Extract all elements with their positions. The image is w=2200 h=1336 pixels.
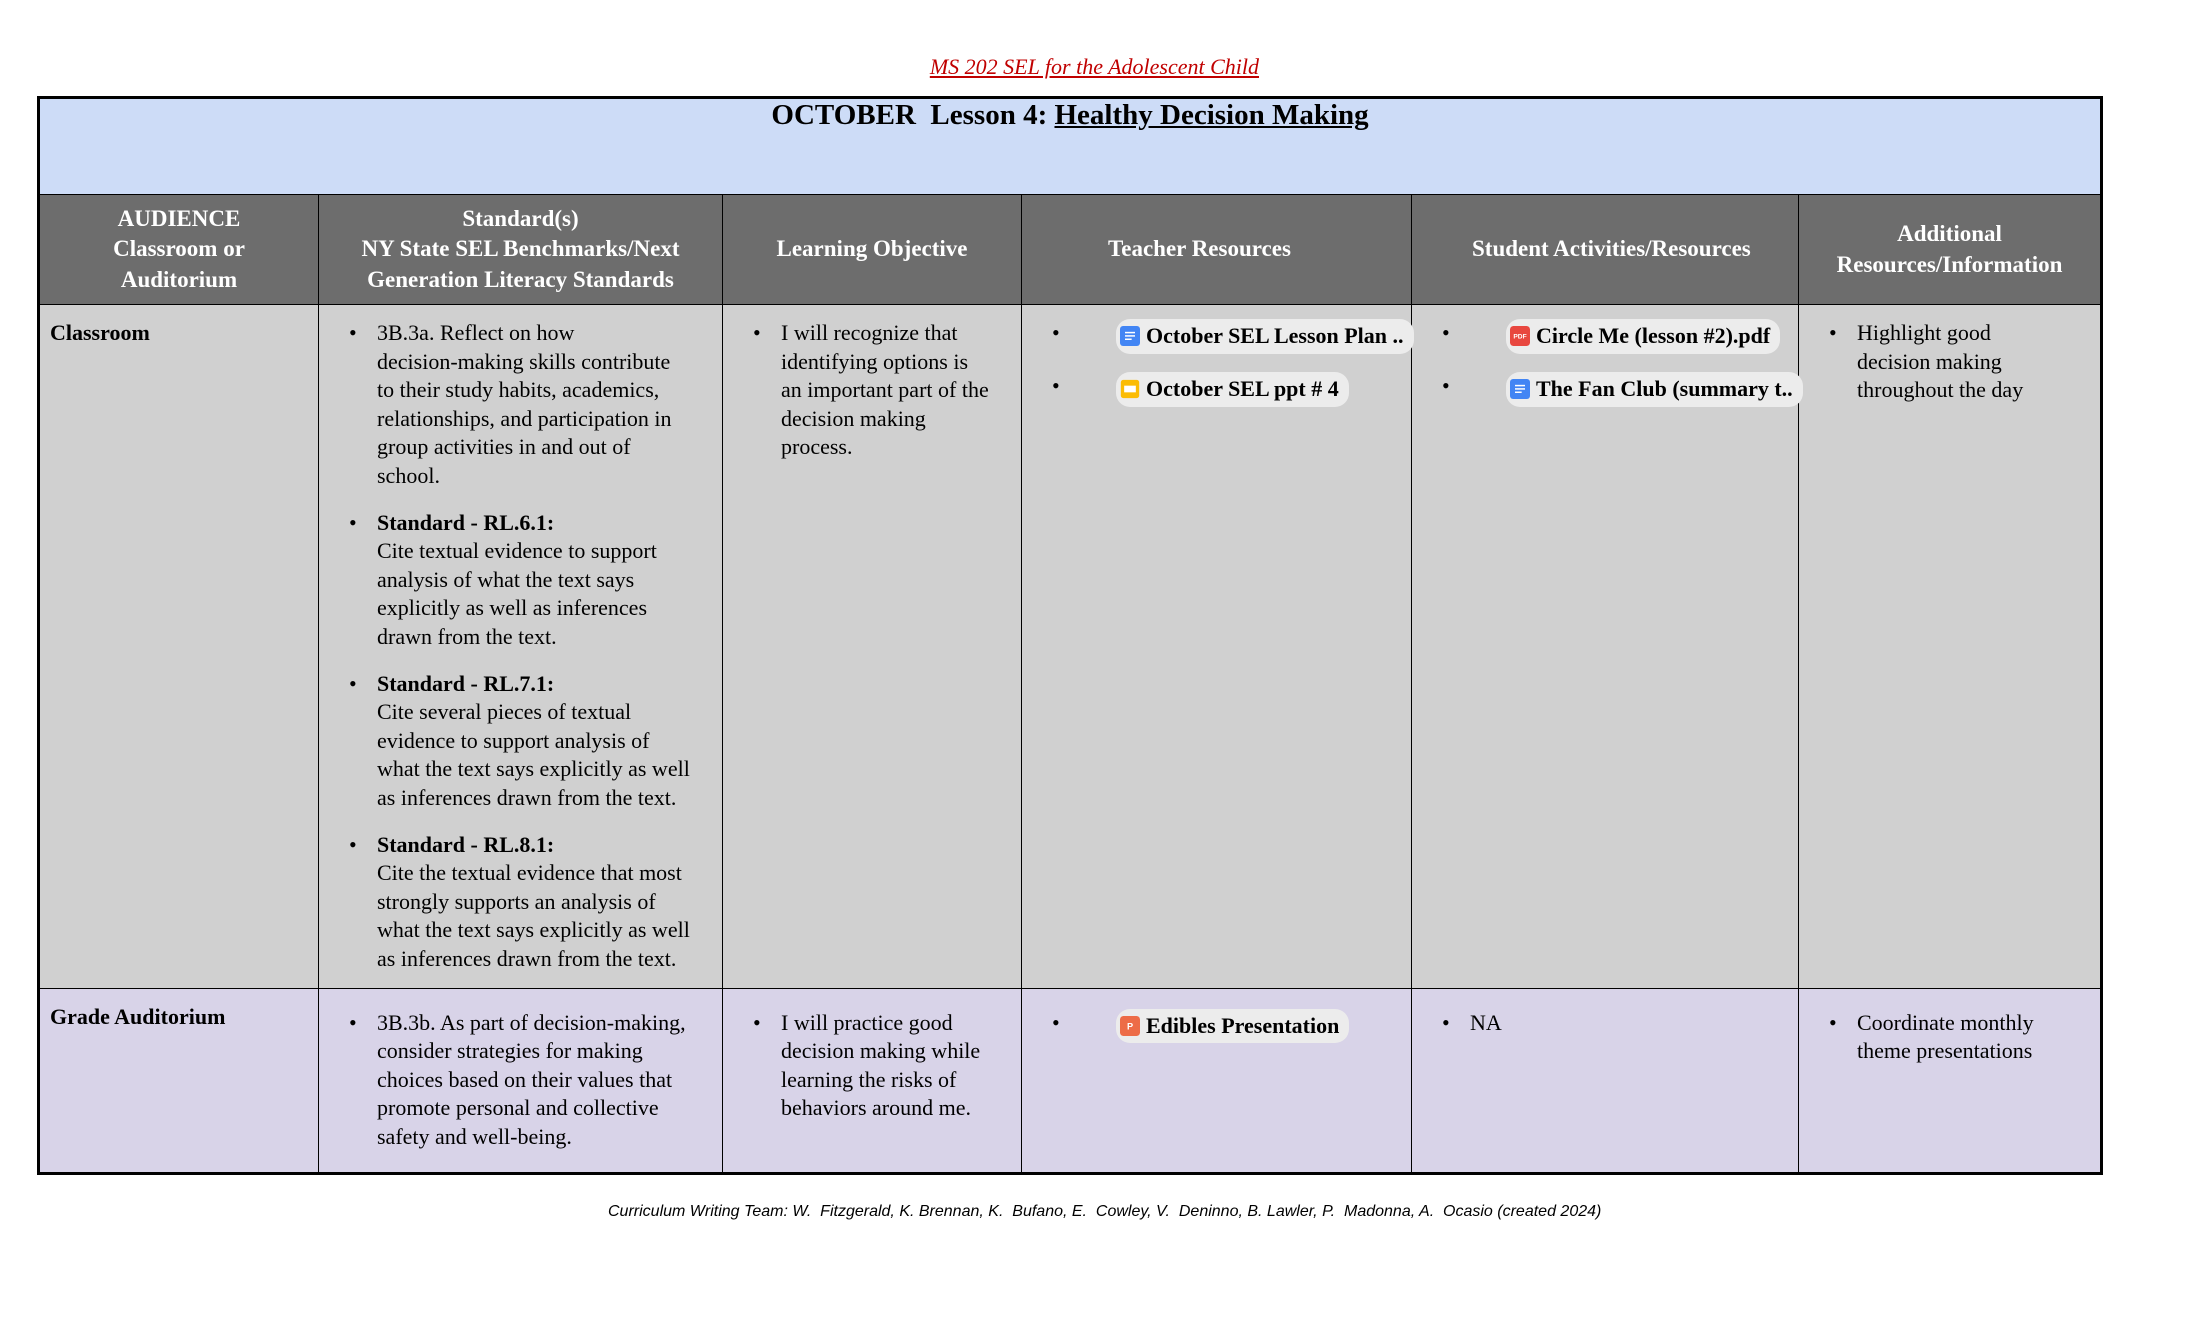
svg-text:P: P (1127, 1021, 1133, 1031)
svg-text:PDF: PDF (1513, 334, 1526, 341)
